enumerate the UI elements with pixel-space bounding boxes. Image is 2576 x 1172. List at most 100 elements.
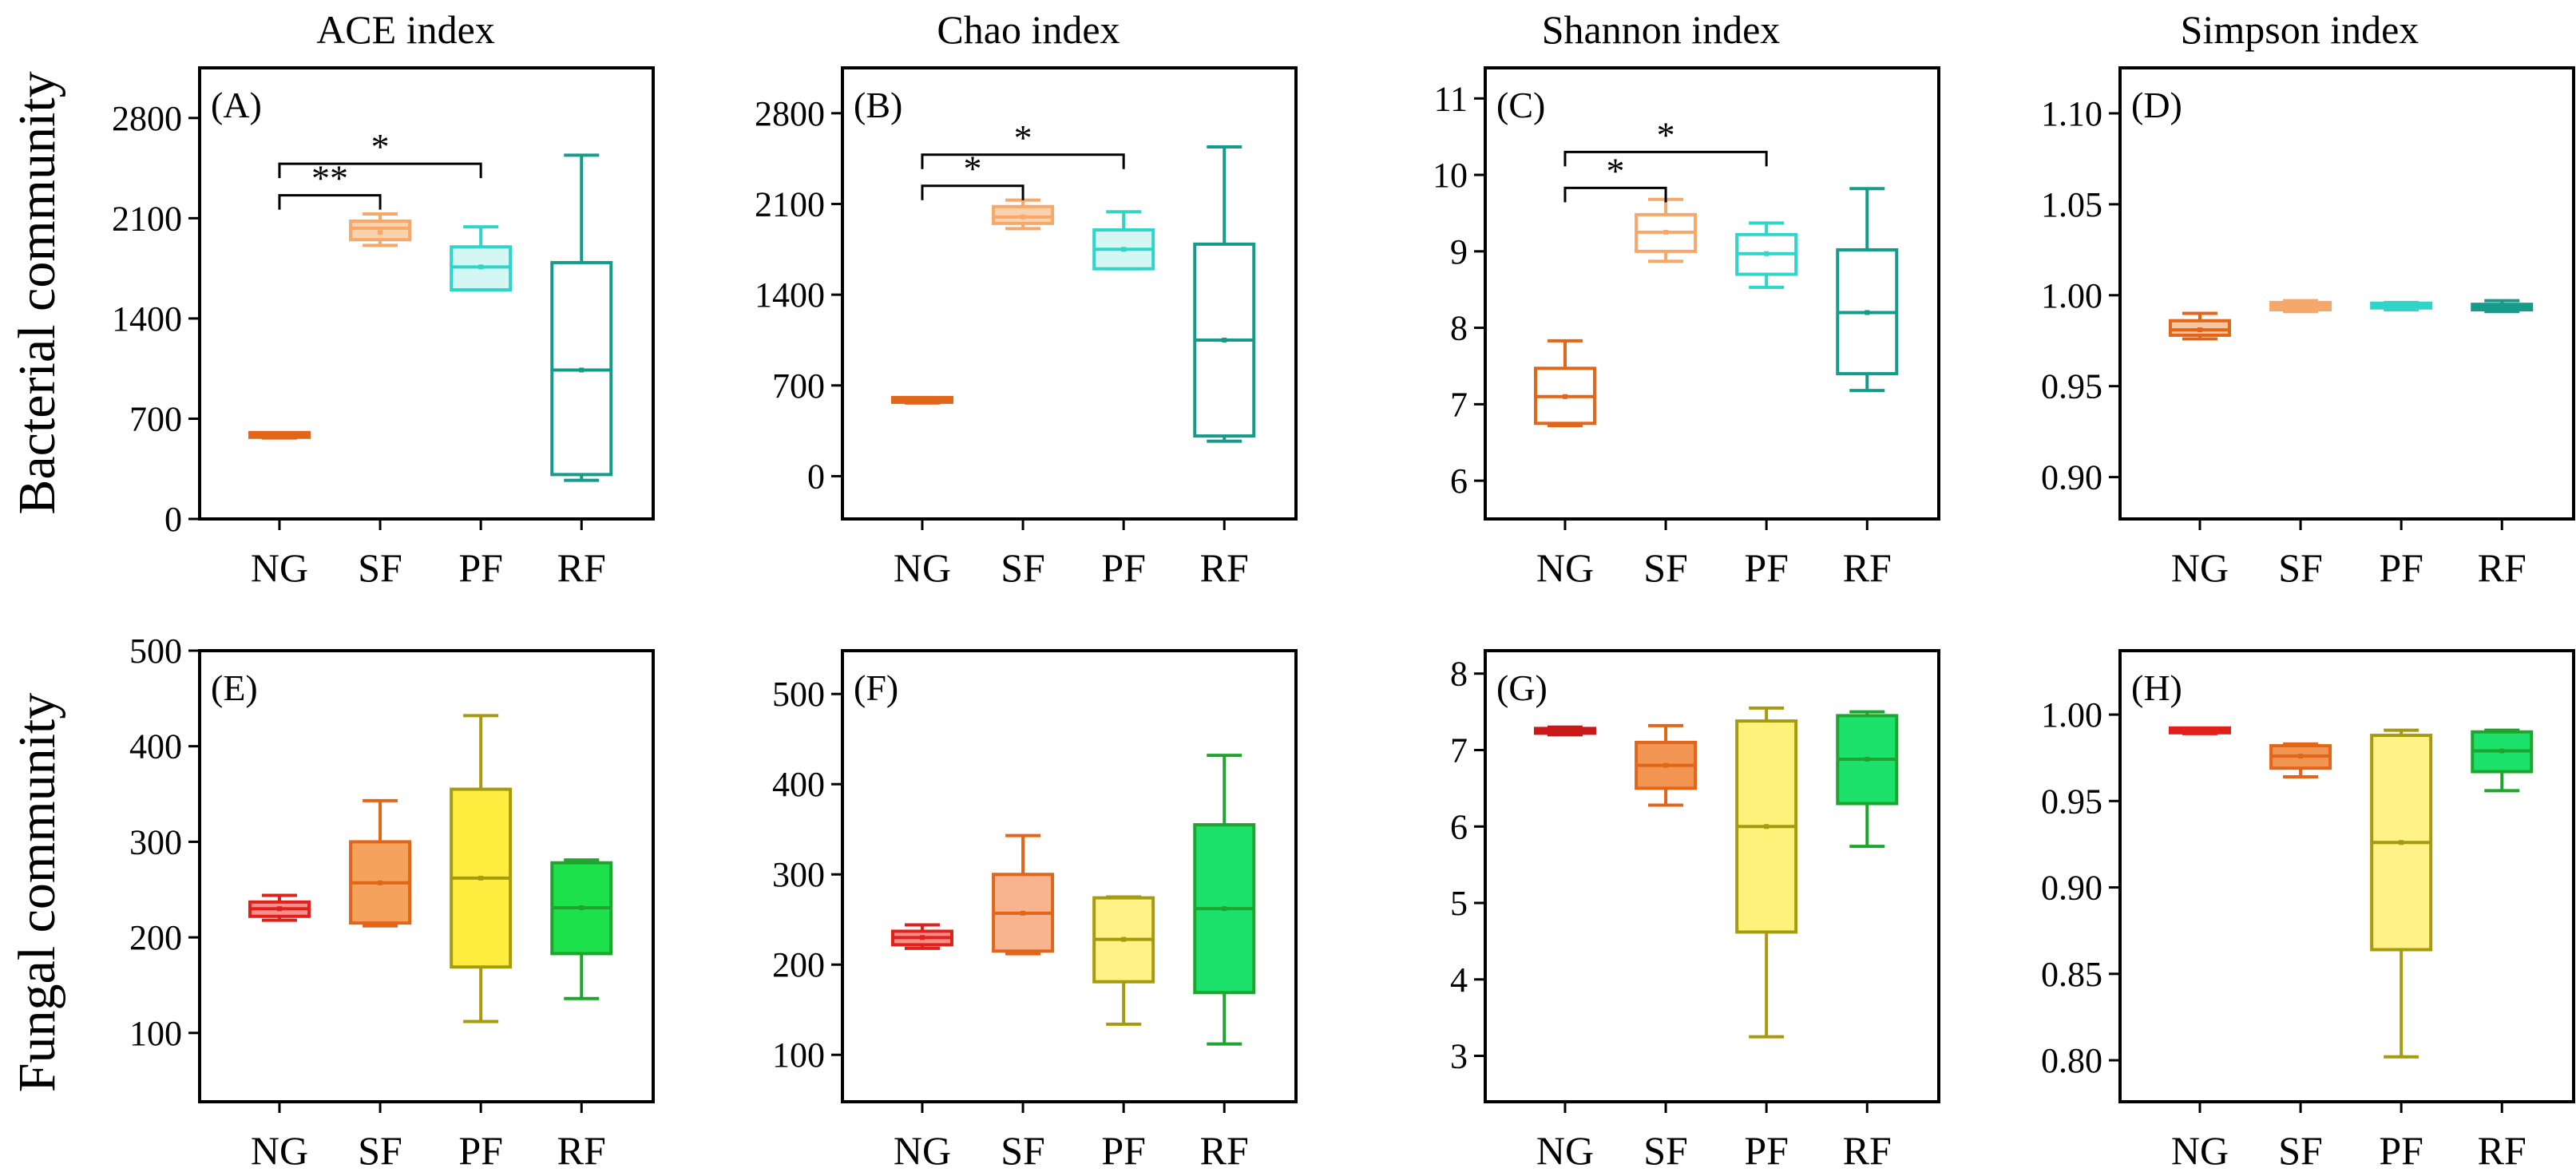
box-ng: [2168, 726, 2231, 735]
panel-label-g: (G): [1496, 667, 1548, 708]
y-tick-label: 6: [1450, 807, 1468, 846]
significance-label: *: [1014, 117, 1032, 158]
x-tick-label-rf: RF: [1843, 545, 1892, 590]
significance-bracket: [1563, 150, 1768, 167]
panel-f: (F) 100 200 300 400 500 NG SF PF RF: [772, 649, 1298, 1172]
box-ng: [2168, 311, 2231, 341]
panel-c: (C) 6 7 8 9 10 11 NG SF PF RF * *: [1433, 66, 1940, 590]
panel-label-b: (B): [854, 85, 902, 125]
box-mean: [1121, 247, 1127, 252]
y-tick-label: 500: [772, 675, 825, 714]
box-mean: [276, 434, 282, 439]
box-mean: [2298, 754, 2304, 759]
box-mean: [919, 399, 925, 405]
box-mean: [1562, 728, 1567, 734]
box-mean: [1562, 394, 1567, 399]
box-ng: [890, 395, 953, 405]
box-rf: [1836, 187, 1899, 393]
x-tick-label-pf: PF: [1744, 1128, 1789, 1172]
y-tick-label: 0: [807, 457, 825, 496]
y-tick-label: 9: [1450, 232, 1468, 271]
box-rf: [1193, 754, 1256, 1046]
box-pf: [1735, 221, 1798, 289]
y-tick-label: 0.85: [2041, 955, 2102, 994]
significance-ng-sf: *: [1563, 150, 1667, 203]
x-tick-label-pf: PF: [2379, 545, 2423, 590]
y-tick-label: 400: [772, 765, 825, 804]
x-tick-label-ng: NG: [1536, 1128, 1594, 1172]
y-tick-label: 400: [129, 727, 182, 766]
x-tick-label-sf: SF: [358, 1128, 402, 1172]
y-tick-label: 700: [129, 399, 182, 438]
box-mean: [478, 875, 484, 881]
box-mean: [276, 906, 282, 912]
x-tick-label-sf: SF: [1001, 545, 1045, 590]
significance-ng-sf: *: [921, 148, 1024, 200]
x-tick-label-rf: RF: [557, 1128, 606, 1172]
x-tick-label-pf: PF: [2379, 1128, 2423, 1172]
y-tick-label: 1400: [755, 275, 825, 315]
box-sf: [2269, 742, 2332, 779]
significance-label: *: [371, 126, 390, 167]
box-ng: [248, 430, 311, 440]
box-sf: [349, 798, 412, 928]
box-mean: [2399, 840, 2404, 845]
significance-ng-sf: **: [278, 158, 382, 210]
panel-g: (G) 3 4 5 6 7 8 NG SF PF RF: [1450, 649, 1940, 1172]
y-tick-label: 300: [129, 822, 182, 861]
box-rf: [1193, 145, 1256, 443]
x-tick-label-sf: SF: [2278, 1128, 2323, 1172]
x-tick-label-ng: NG: [2171, 1128, 2229, 1172]
box-mean: [919, 935, 925, 940]
x-tick-label-ng: NG: [2171, 545, 2229, 590]
column-titles: ACE index Chao index Shannon index Simps…: [316, 7, 2419, 52]
panel-b: (B) 0 700 1400 2100 2800 NG SF PF RF * *: [755, 66, 1298, 590]
box-mean: [2399, 303, 2404, 309]
y-tick-label: 5: [1450, 884, 1468, 923]
y-tick-label: 6: [1450, 461, 1468, 501]
significance-label: *: [964, 148, 982, 189]
x-tick-label-rf: RF: [2478, 545, 2526, 590]
significance-bracket: [278, 162, 482, 179]
x-tick-label-ng: NG: [1536, 545, 1594, 590]
panel-label-h: (H): [2131, 667, 2182, 708]
significance-ng-pf: *: [921, 117, 1125, 169]
column-title-chao: Chao index: [937, 7, 1120, 52]
y-tick-label: 0.80: [2041, 1041, 2102, 1080]
y-tick-label: 1.05: [2041, 185, 2102, 224]
significance-label: *: [1607, 150, 1625, 191]
y-tick-label: 200: [772, 945, 825, 984]
box-mean: [1663, 762, 1669, 768]
y-tick-label: 100: [772, 1035, 825, 1075]
y-tick-label: 1.00: [2041, 695, 2102, 734]
box-mean: [1222, 906, 1227, 912]
x-tick-label-rf: RF: [557, 545, 606, 590]
box-rf: [2471, 299, 2534, 314]
box-sf: [992, 833, 1055, 956]
y-tick-label: 300: [772, 855, 825, 894]
panel-frame: [198, 66, 655, 521]
box-mean: [1865, 756, 1870, 762]
panel-h: (H) 0.80 0.85 0.90 0.95 1.00 NG SF PF RF: [2041, 649, 2575, 1172]
significance-bracket: [921, 153, 1125, 169]
y-tick-label: 2800: [755, 94, 825, 133]
box-mean: [2197, 327, 2202, 333]
box-mean: [378, 880, 383, 885]
box-mean: [2499, 305, 2505, 311]
significance-bracket: [921, 184, 1024, 200]
y-tick-label: 0.90: [2041, 458, 2102, 497]
box-mean: [478, 264, 484, 270]
column-title-simpson: Simpson index: [2181, 7, 2419, 52]
box-pf: [2370, 300, 2433, 312]
y-tick-label: 0.95: [2041, 782, 2102, 821]
y-tick-label: 0.95: [2041, 367, 2102, 406]
x-tick-label-rf: RF: [1200, 545, 1249, 590]
x-tick-label-ng: NG: [894, 1128, 951, 1172]
box-sf: [2269, 299, 2332, 314]
y-tick-label: 0: [164, 500, 182, 539]
box-pf: [1735, 706, 1798, 1039]
box-rf: [550, 858, 613, 1000]
box-mean: [1865, 310, 1870, 315]
row-titles: Bacterial community Fungal community: [8, 71, 66, 1092]
